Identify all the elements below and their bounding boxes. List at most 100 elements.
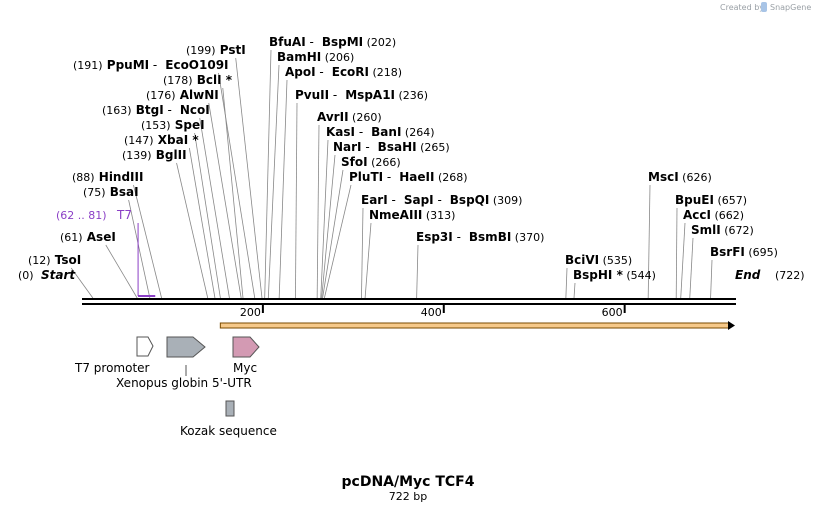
- site-name: NcoI: [176, 103, 210, 117]
- site-pos: (218): [369, 66, 402, 79]
- site-line-kasi-bani: [320, 139, 329, 299]
- site-name: BsaI: [106, 185, 139, 199]
- site-label-psti[interactable]: (199) PstI: [186, 43, 246, 57]
- site-sep: -: [362, 140, 374, 154]
- site-line-psti: [235, 57, 263, 299]
- site-pos: (657): [714, 194, 747, 207]
- site-label-bcli[interactable]: (178) BclI *: [163, 73, 233, 87]
- kozak-label: Kozak sequence: [180, 424, 277, 438]
- watermark-created-by: Created by: [720, 3, 764, 12]
- site-name: BciVI: [565, 253, 599, 267]
- site-pos: (695): [745, 246, 778, 259]
- t7-promoter-arrow: [136, 336, 154, 357]
- orf-arrow[interactable]: [219, 321, 735, 330]
- orf-body: [219, 322, 730, 329]
- site-line-eari-sapi-bspqi: [361, 207, 364, 299]
- site-label-esp3i-bsmbi[interactable]: Esp3I - BsmBI (370): [416, 230, 544, 244]
- site-label-alwni[interactable]: (176) AlwNI: [146, 88, 219, 102]
- site-name: ApoI: [285, 65, 316, 79]
- map-subtitle: 722 bp: [389, 490, 427, 503]
- site-labels: (12) TsoI(61) AseI(75) BsaI(88) HindIII(…: [28, 35, 778, 282]
- kozak-box: [225, 400, 235, 417]
- site-line-bglii: [176, 162, 209, 299]
- site-sep: -: [383, 170, 395, 184]
- site-line-smli: [689, 237, 694, 299]
- start-position: (0): [18, 269, 34, 282]
- site-label-spei[interactable]: (153) SpeI: [141, 118, 205, 132]
- site-label-ppumi-ecoo109i[interactable]: (191) PpuMI - EcoO109I: [73, 58, 229, 72]
- site-label-eari-sapi-bspqi[interactable]: EarI - SapI - BspQI (309): [361, 193, 522, 207]
- site-label-asei[interactable]: (61) AseI: [60, 230, 116, 244]
- site-name: BsmBI: [465, 230, 512, 244]
- site-label-nmeaiii[interactable]: NmeAIII (313): [369, 208, 455, 222]
- site-label-bsai[interactable]: (75) BsaI: [83, 185, 139, 199]
- site-pos: (265): [417, 141, 450, 154]
- site-sep: -: [388, 193, 400, 207]
- site-line-pvuii-mspa1i: [295, 102, 298, 299]
- site-label-acci[interactable]: AccI (662): [683, 208, 744, 222]
- site-pos: (672): [721, 224, 754, 237]
- site-label-bfuai-bspmi[interactable]: BfuAI - BspMI (202): [269, 35, 396, 49]
- myc-label: Myc: [233, 361, 257, 375]
- feature-kozak[interactable]: Kozak sequence: [180, 400, 277, 438]
- xenopus-utr-label: Xenopus globin 5'-UTR: [116, 376, 252, 390]
- site-pos: (139): [122, 149, 152, 162]
- site-line-msci: [647, 184, 651, 299]
- site-line-xbai: [188, 147, 216, 299]
- site-label-msci[interactable]: MscI (626): [648, 170, 712, 184]
- end-label: End: [735, 268, 761, 282]
- orf-arrowhead: [728, 321, 735, 330]
- site-label-bamhi[interactable]: BamHI (206): [277, 50, 354, 64]
- primer-t7[interactable]: (62 .. 81) T7: [56, 208, 156, 297]
- site-line-hindiii: [133, 184, 162, 299]
- site-name: TsoI: [51, 253, 82, 267]
- feature-xenopus-utr[interactable]: Xenopus globin 5'-UTR: [116, 336, 252, 390]
- site-pos: (309): [489, 194, 522, 207]
- feature-myc[interactable]: Myc: [232, 336, 260, 375]
- site-label-pvuii-mspa1i[interactable]: PvuII - MspA1I (236): [295, 88, 428, 102]
- site-label-bsphi[interactable]: BspHI * (544): [573, 268, 656, 282]
- watermark-brand: SnapGene: [770, 3, 811, 12]
- site-label-hindiii[interactable]: (88) HindIII: [72, 170, 143, 184]
- map-title: pcDNA/Myc TCF4: [342, 474, 475, 490]
- site-label-apoi-ecori[interactable]: ApoI - EcoRI (218): [285, 65, 402, 79]
- site-label-pluti-haeii[interactable]: PluTI - HaeII (268): [349, 170, 468, 184]
- site-label-avrii[interactable]: AvrII (260): [317, 110, 382, 124]
- site-name: SapI: [400, 193, 434, 207]
- site-label-tsoi[interactable]: (12) TsoI: [28, 253, 81, 267]
- site-pos: (88): [72, 171, 95, 184]
- site-label-bcivi[interactable]: BciVI (535): [565, 253, 632, 267]
- site-pos: (268): [434, 171, 467, 184]
- site-label-smli[interactable]: SmlI (672): [691, 223, 754, 237]
- site-line-spei: [194, 132, 221, 299]
- site-name: BamHI: [277, 50, 321, 64]
- site-sep: -: [434, 193, 446, 207]
- site-pos: (313): [422, 209, 455, 222]
- site-name: BspHI *: [573, 268, 624, 282]
- site-label-xbai[interactable]: (147) XbaI *: [124, 133, 199, 147]
- site-name: BanI: [367, 125, 401, 139]
- site-line-ppumi-ecoo109i: [218, 72, 256, 299]
- feature-t7-promoter[interactable]: T7 promoter: [74, 336, 154, 375]
- site-pos: (206): [321, 51, 354, 64]
- site-label-kasi-bani[interactable]: KasI - BanI (264): [326, 125, 435, 139]
- site-name: XbaI *: [154, 133, 200, 147]
- site-label-bpuei[interactable]: BpuEI (657): [675, 193, 747, 207]
- site-name: HaeII: [395, 170, 434, 184]
- site-pos: (662): [711, 209, 744, 222]
- site-label-bsrfi[interactable]: BsrFI (695): [710, 245, 778, 259]
- site-leader-lines: [70, 49, 713, 299]
- site-label-nari-bsahi[interactable]: NarI - BsaHI (265): [333, 140, 450, 154]
- site-name: PluTI: [349, 170, 383, 184]
- site-name: AvrII: [317, 110, 349, 124]
- site-name: MspA1I: [341, 88, 395, 102]
- site-label-sfoi[interactable]: SfoI (266): [341, 155, 401, 169]
- site-name: SfoI: [341, 155, 368, 169]
- site-label-btgi-ncoi[interactable]: (163) BtgI - NcoI: [102, 103, 210, 117]
- site-sep: -: [355, 125, 367, 139]
- site-label-bglii[interactable]: (139) BglII: [122, 148, 187, 162]
- site-pos: (153): [141, 119, 171, 132]
- site-line-apoi-ecori: [278, 79, 288, 299]
- site-line-avrii: [316, 124, 320, 299]
